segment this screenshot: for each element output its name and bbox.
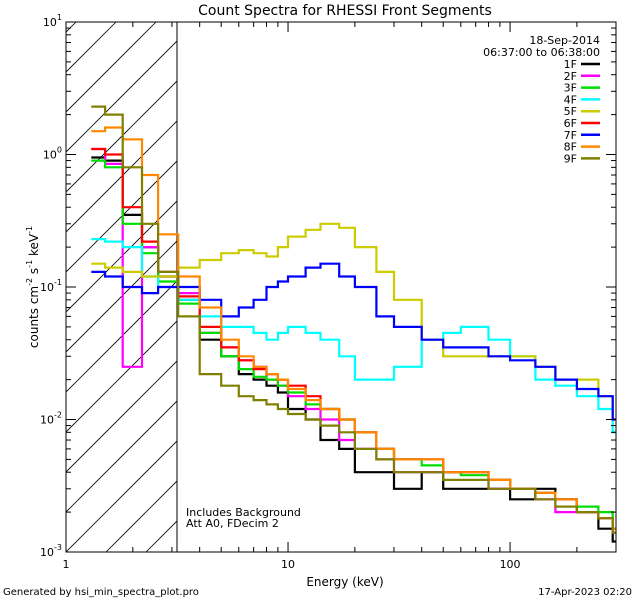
y-tick-base: 10	[40, 546, 54, 559]
hatch-line	[66, 360, 177, 473]
y-tick-base: 10	[40, 414, 54, 427]
hatch-line	[66, 80, 177, 193]
y-tick-label: 10-1	[40, 278, 62, 294]
x-tick-labels: 1 10 100	[63, 558, 521, 571]
plot-frame	[65, 21, 617, 553]
chart-title: Count Spectra for RHESSI Front Segments	[198, 3, 492, 19]
series-layer	[91, 105, 616, 543]
x-tick-label: 100	[500, 558, 521, 571]
x-axis-label: Energy (keV)	[306, 575, 383, 589]
y-label-exp-cm: -2	[25, 278, 34, 286]
footer-generated-by: Generated by hsi_min_spectra_plot.pro	[3, 587, 199, 598]
y-label-kev: keV	[27, 233, 41, 260]
footer-timestamp: 17-Apr-2023 02:20	[538, 587, 632, 598]
y-tick-label: 10-2	[40, 411, 62, 427]
legend-label-5f: 5F	[564, 105, 577, 118]
y-label-exp-s: -1	[25, 260, 34, 268]
hatch-line	[66, 22, 117, 73]
legend-label-1f: 1F	[564, 58, 577, 71]
x-tick-label: 10	[281, 558, 295, 571]
legend-label-9f: 9F	[564, 152, 577, 165]
series-line-3f	[91, 159, 616, 530]
y-tick-exponent: -2	[54, 411, 62, 420]
y-tick-exponent: -1	[54, 278, 62, 287]
axis-ticks	[65, 22, 617, 553]
legend-label-8f: 8F	[564, 141, 577, 154]
hatch-line	[66, 400, 177, 513]
hatch-line	[66, 22, 157, 113]
y-tick-base: 10	[40, 281, 54, 294]
series-line-6f	[91, 147, 616, 530]
annotation-background: Includes Background	[186, 506, 301, 519]
series-line-2f	[91, 147, 616, 534]
series-line-4f	[91, 238, 616, 434]
y-label-counts: counts cm	[27, 286, 41, 348]
time-range-label: 06:37:00 to 06:38:00	[483, 46, 600, 59]
legend-label-4f: 4F	[564, 93, 577, 106]
hatched-region	[66, 22, 177, 552]
legend-label-7f: 7F	[564, 129, 577, 142]
y-tick-exponent: 1	[57, 13, 62, 22]
hatch-line	[66, 40, 177, 153]
series-line-7f	[91, 262, 616, 421]
y-tick-label: 100	[43, 146, 62, 162]
legend-label-2f: 2F	[564, 70, 577, 83]
y-axis-label: counts cm-2 s-1 keV-1	[25, 226, 41, 348]
annotation-attenuator: Att A0, FDecim 2	[186, 517, 279, 530]
hatch-line	[66, 440, 177, 552]
y-tick-base: 10	[43, 16, 57, 29]
series-line-1f	[91, 156, 616, 543]
y-label-s: s	[27, 268, 41, 278]
y-tick-base: 10	[43, 149, 57, 162]
y-tick-exponent: 0	[57, 146, 62, 155]
x-tick-label: 1	[63, 558, 70, 571]
legend-label-6f: 6F	[564, 117, 577, 130]
y-label-exp-kev: -1	[25, 226, 34, 234]
y-tick-label: 101	[43, 13, 62, 29]
y-tick-label: 10-3	[40, 543, 62, 559]
date-label: 18-Sep-2014	[529, 34, 600, 47]
y-tick-exponent: -3	[54, 543, 62, 552]
series-line-9f	[91, 105, 616, 534]
series-line-5f	[91, 222, 616, 421]
hatch-line	[66, 200, 177, 313]
legend-label-3f: 3F	[564, 82, 577, 95]
